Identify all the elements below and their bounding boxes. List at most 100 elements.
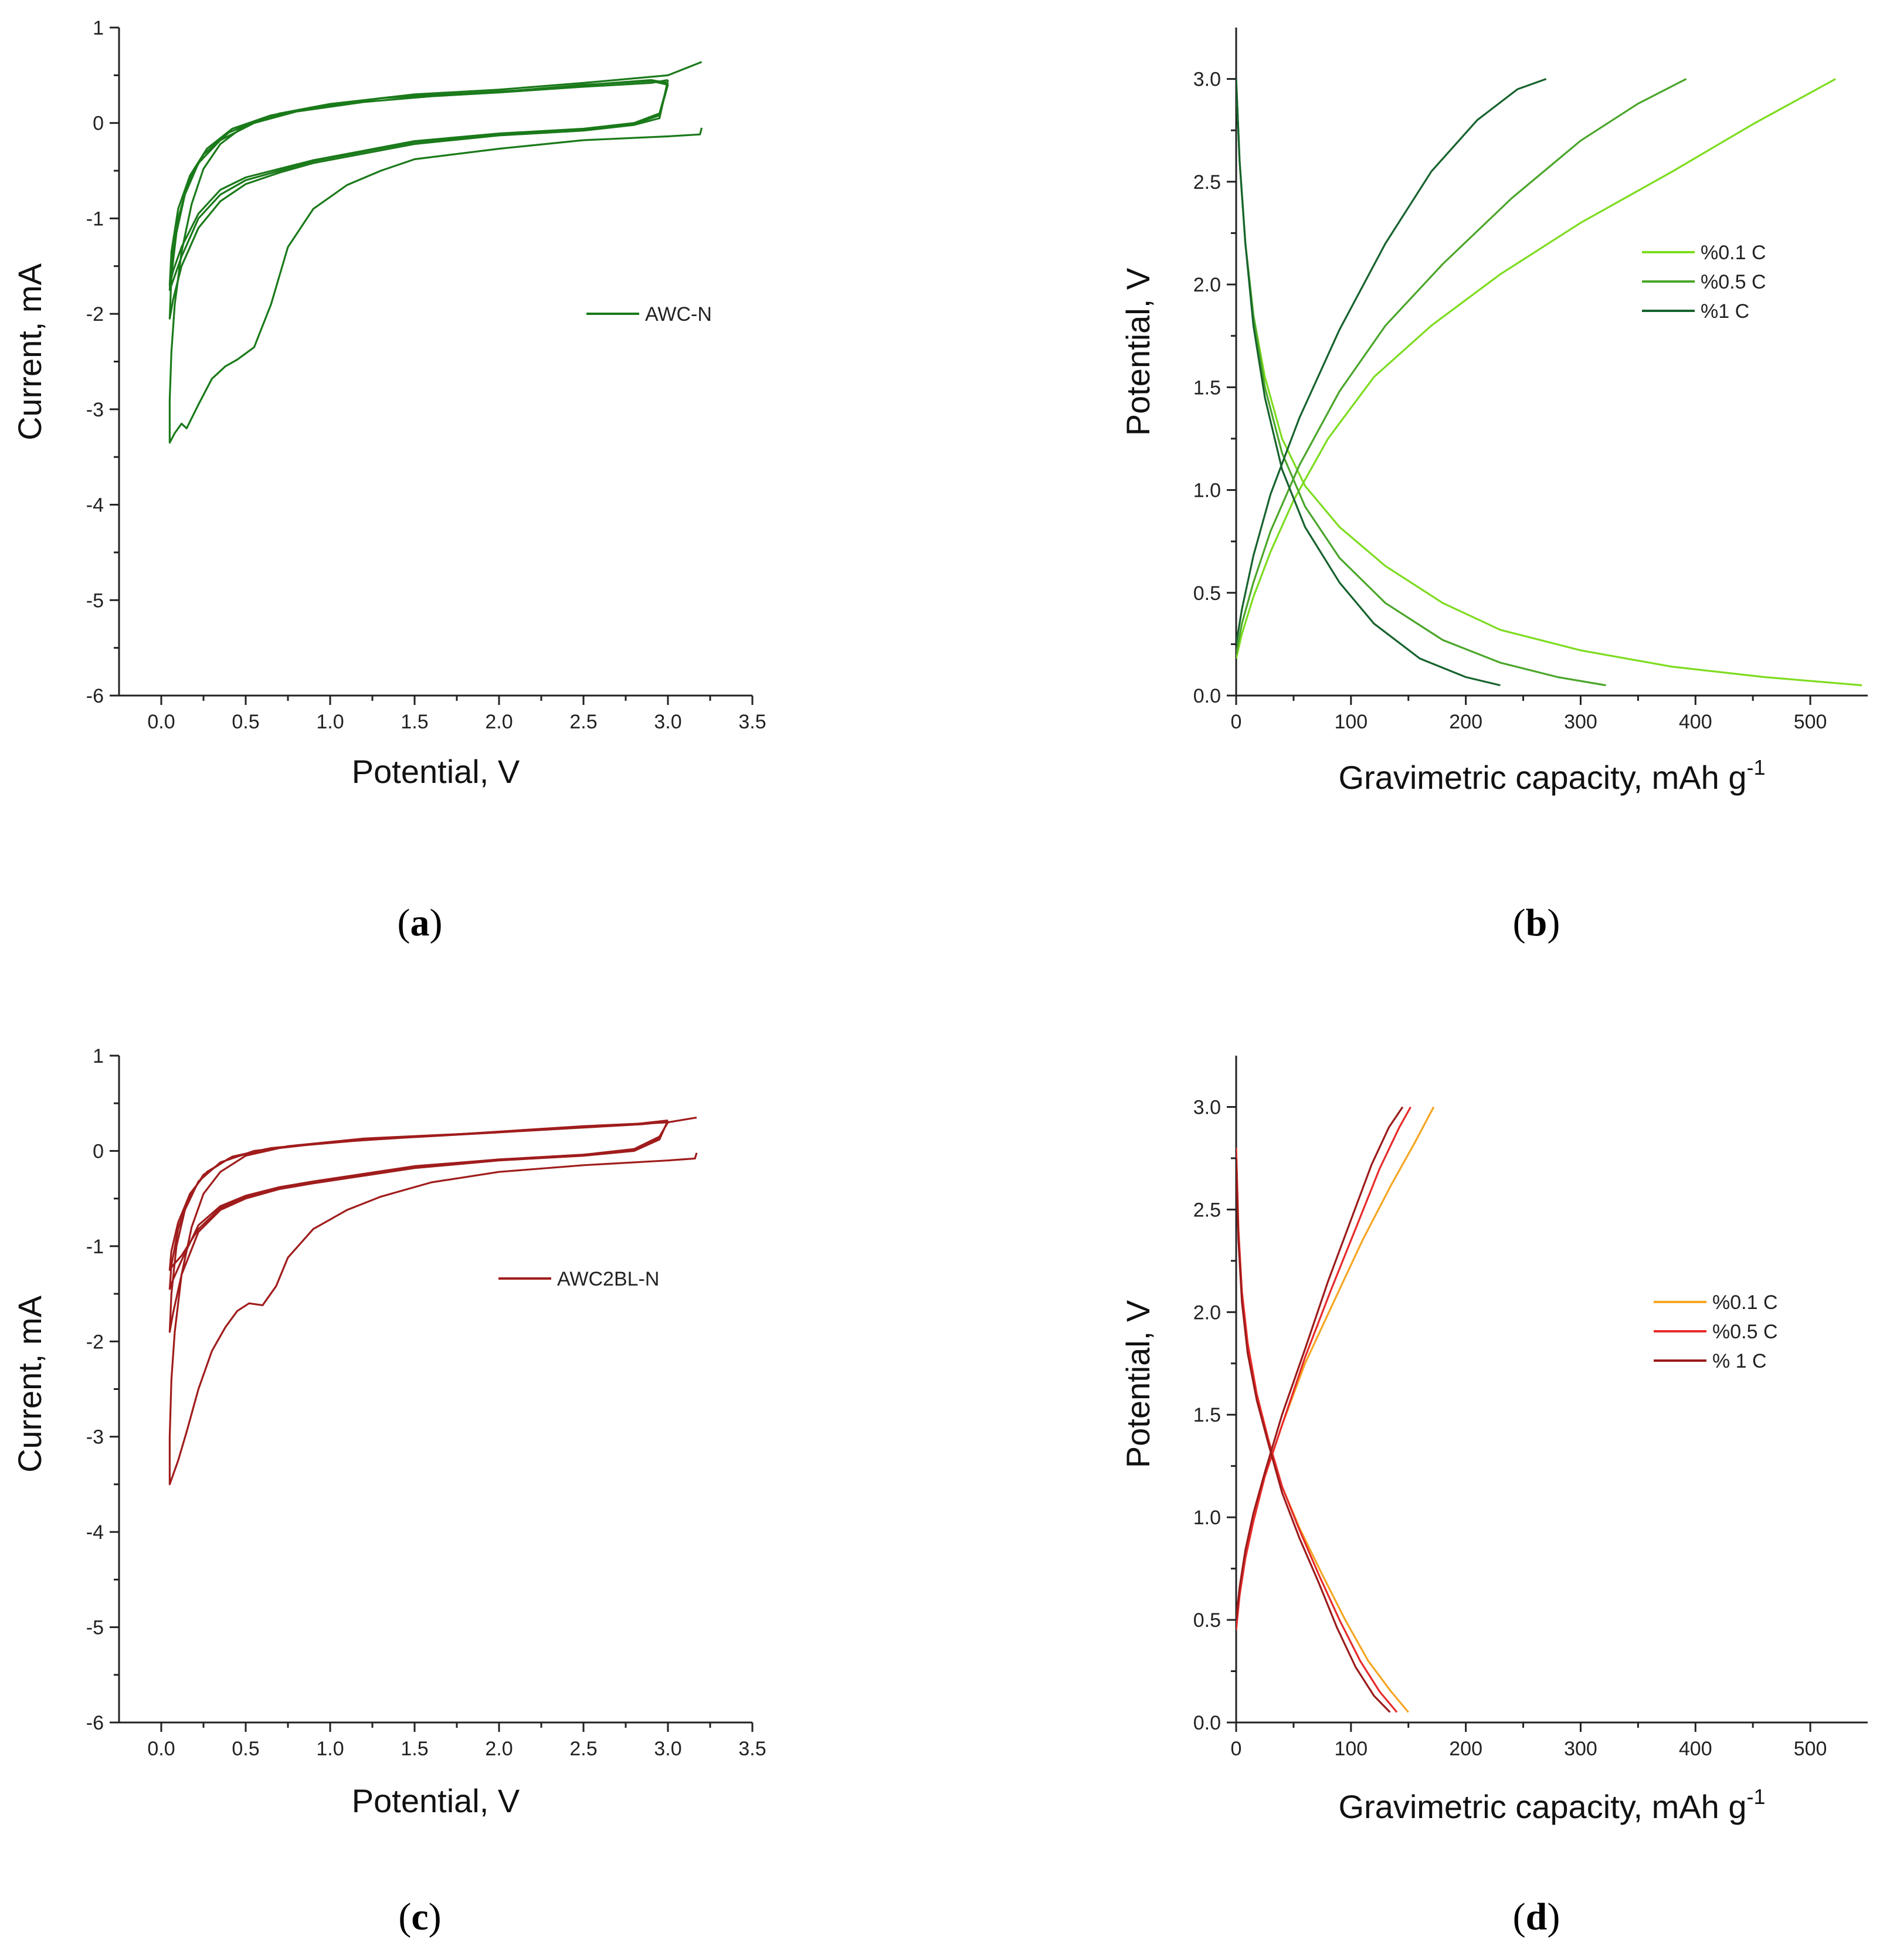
series-line [1236,79,1862,687]
y-tick-label: 3.0 [1193,69,1221,91]
x-tick-label: 0.0 [147,1738,175,1760]
panel-label-close-paren: ) [1547,901,1560,944]
y-tick-label: 0.5 [1193,582,1221,605]
y-tick-label: 1.5 [1193,1404,1221,1426]
y-tick-label: -2 [86,1331,104,1353]
x-axis-title: Gravimetric capacity, mAh g-1 [1338,1785,1765,1825]
panel-label: (b) [1513,901,1560,944]
legend-label: %0.1 C [1701,242,1766,264]
series-line [1236,78,1547,645]
panel-label-close-paren: ) [429,1895,442,1938]
panel-label-open-paren: ( [1513,901,1526,944]
x-tick-label: 1.5 [401,711,428,733]
x-tick-label: 0.5 [232,711,259,733]
y-tick-label: -3 [86,1426,104,1449]
chart-panel-d: 0 100 200 300 400 500 0.0 0.5 1.0 1.5 2.0 2.5 3.0 Gra… [1119,1056,1868,1938]
series-line [168,1117,698,1486]
x-axis-title-text: Gravimetric capacity, mAh g [1338,759,1746,796]
y-tick-label: 0 [93,1140,104,1162]
x-tick-label: 200 [1449,711,1482,733]
series-line [1236,1148,1398,1713]
x-tick-label: 1.5 [401,1738,428,1760]
y-axis-title: Current, mA [11,1295,48,1472]
chart-panel-c: 0.0 0.5 1.0 1.5 2.0 2.5 3.0 3.5 1 0 -1 -2 -3 -4 -5 -6 Po… [11,1045,766,1938]
y-tick-label: -5 [86,589,104,612]
x-tick-label: 100 [1334,1738,1368,1760]
x-tick-label: 3.5 [738,1738,766,1760]
series-line [1236,78,1687,655]
y-tick-label: -1 [86,1236,104,1258]
y-tick-label: -4 [86,494,104,517]
x-axis-title-superscript: -1 [1747,1785,1766,1809]
x-axis-title-text: Potential, V [352,753,520,790]
panel-label-letter: d [1526,1895,1548,1938]
x-axis-title-text: Gravimetric capacity, mAh g [1338,1788,1746,1825]
series-line [168,1120,669,1271]
x-tick-label: 3.0 [654,711,681,733]
series-line [1236,1158,1391,1713]
panel-label-open-paren: ( [1513,1895,1526,1938]
x-tick-label: 500 [1794,1738,1827,1760]
x-tick-label: 2.5 [569,1738,597,1760]
chart-panel-b: 0 100 200 300 400 500 0.0 0.5 1.0 1.5 2.0 2.5 3.0 Gra… [1119,28,1868,944]
legend-label: AWC-N [645,303,712,325]
series-line [168,61,703,444]
y-tick-label: 0.5 [1193,1609,1221,1632]
x-tick-label: 2.0 [485,711,513,733]
x-tick-label: 2.0 [485,1738,513,1760]
panel-label-close-paren: ) [1547,1895,1560,1938]
y-tick-label: -4 [86,1521,104,1544]
x-axis-title: Potential, V [352,753,520,790]
x-tick-label: 0 [1231,1738,1242,1760]
panel-label-open-paren: ( [398,1895,411,1938]
legend-label: %0.5 C [1712,1321,1778,1343]
x-tick-label: 300 [1564,711,1597,733]
x-tick-label: 400 [1679,1738,1712,1760]
y-tick-label: 3.0 [1193,1096,1221,1118]
x-axis-title: Gravimetric capacity, mAh g-1 [1338,755,1765,796]
legend-label: %1 C [1701,300,1749,323]
y-axis-title: Potential, V [1119,267,1156,436]
panel-label: (c) [398,1895,441,1938]
legend-label: %0.1 C [1712,1291,1778,1314]
x-axis-title-text: Potential, V [352,1782,520,1819]
y-tick-label: -6 [86,685,104,707]
y-tick-label: 1 [93,17,104,39]
legend-label: % 1 C [1712,1350,1767,1372]
legend-label: AWC2BL-N [557,1268,659,1290]
series-line [1236,78,1836,659]
panel-label-letter: c [411,1895,428,1938]
y-tick-label: 2.0 [1193,274,1221,296]
series-line [168,79,669,286]
x-tick-label: 400 [1679,711,1712,733]
x-tick-label: 300 [1564,1738,1597,1760]
x-tick-label: 0 [1231,711,1242,733]
series-line [168,1121,669,1290]
y-tick-label: 2.5 [1193,1199,1221,1221]
x-axis-title-superscript: -1 [1747,755,1766,779]
chart-panel-a: 0.0 0.5 1.0 1.5 2.0 2.5 3.0 3.5 1 0 -1 -2 -3 -4 -5 -6 Po… [11,17,766,944]
y-tick-label: 1.0 [1193,480,1221,502]
y-tick-label: -3 [86,399,104,421]
y-tick-label: -6 [86,1712,104,1734]
y-tick-label: 0.0 [1193,1712,1221,1734]
panel-label-letter: a [410,901,430,944]
series-line [1236,1106,1404,1620]
y-tick-label: -2 [86,303,104,325]
series-line [1236,1148,1409,1713]
x-tick-label: 100 [1334,711,1368,733]
y-tick-label: 1 [93,1045,104,1067]
panel-label: (a) [398,901,443,944]
x-tick-label: 1.0 [316,711,344,733]
y-axis-title: Potential, V [1119,1300,1156,1468]
legend-label: %0.5 C [1701,271,1766,293]
panel-label-close-paren: ) [430,901,443,944]
y-tick-label: 1.5 [1193,377,1221,399]
panel-label: (d) [1513,1895,1560,1938]
series-line [1236,1106,1435,1620]
panel-label-letter: b [1526,901,1548,944]
y-tick-label: 2.0 [1193,1301,1221,1324]
y-tick-label: -5 [86,1617,104,1639]
panel-label-open-paren: ( [398,901,410,944]
y-tick-label: 0.0 [1193,685,1221,707]
